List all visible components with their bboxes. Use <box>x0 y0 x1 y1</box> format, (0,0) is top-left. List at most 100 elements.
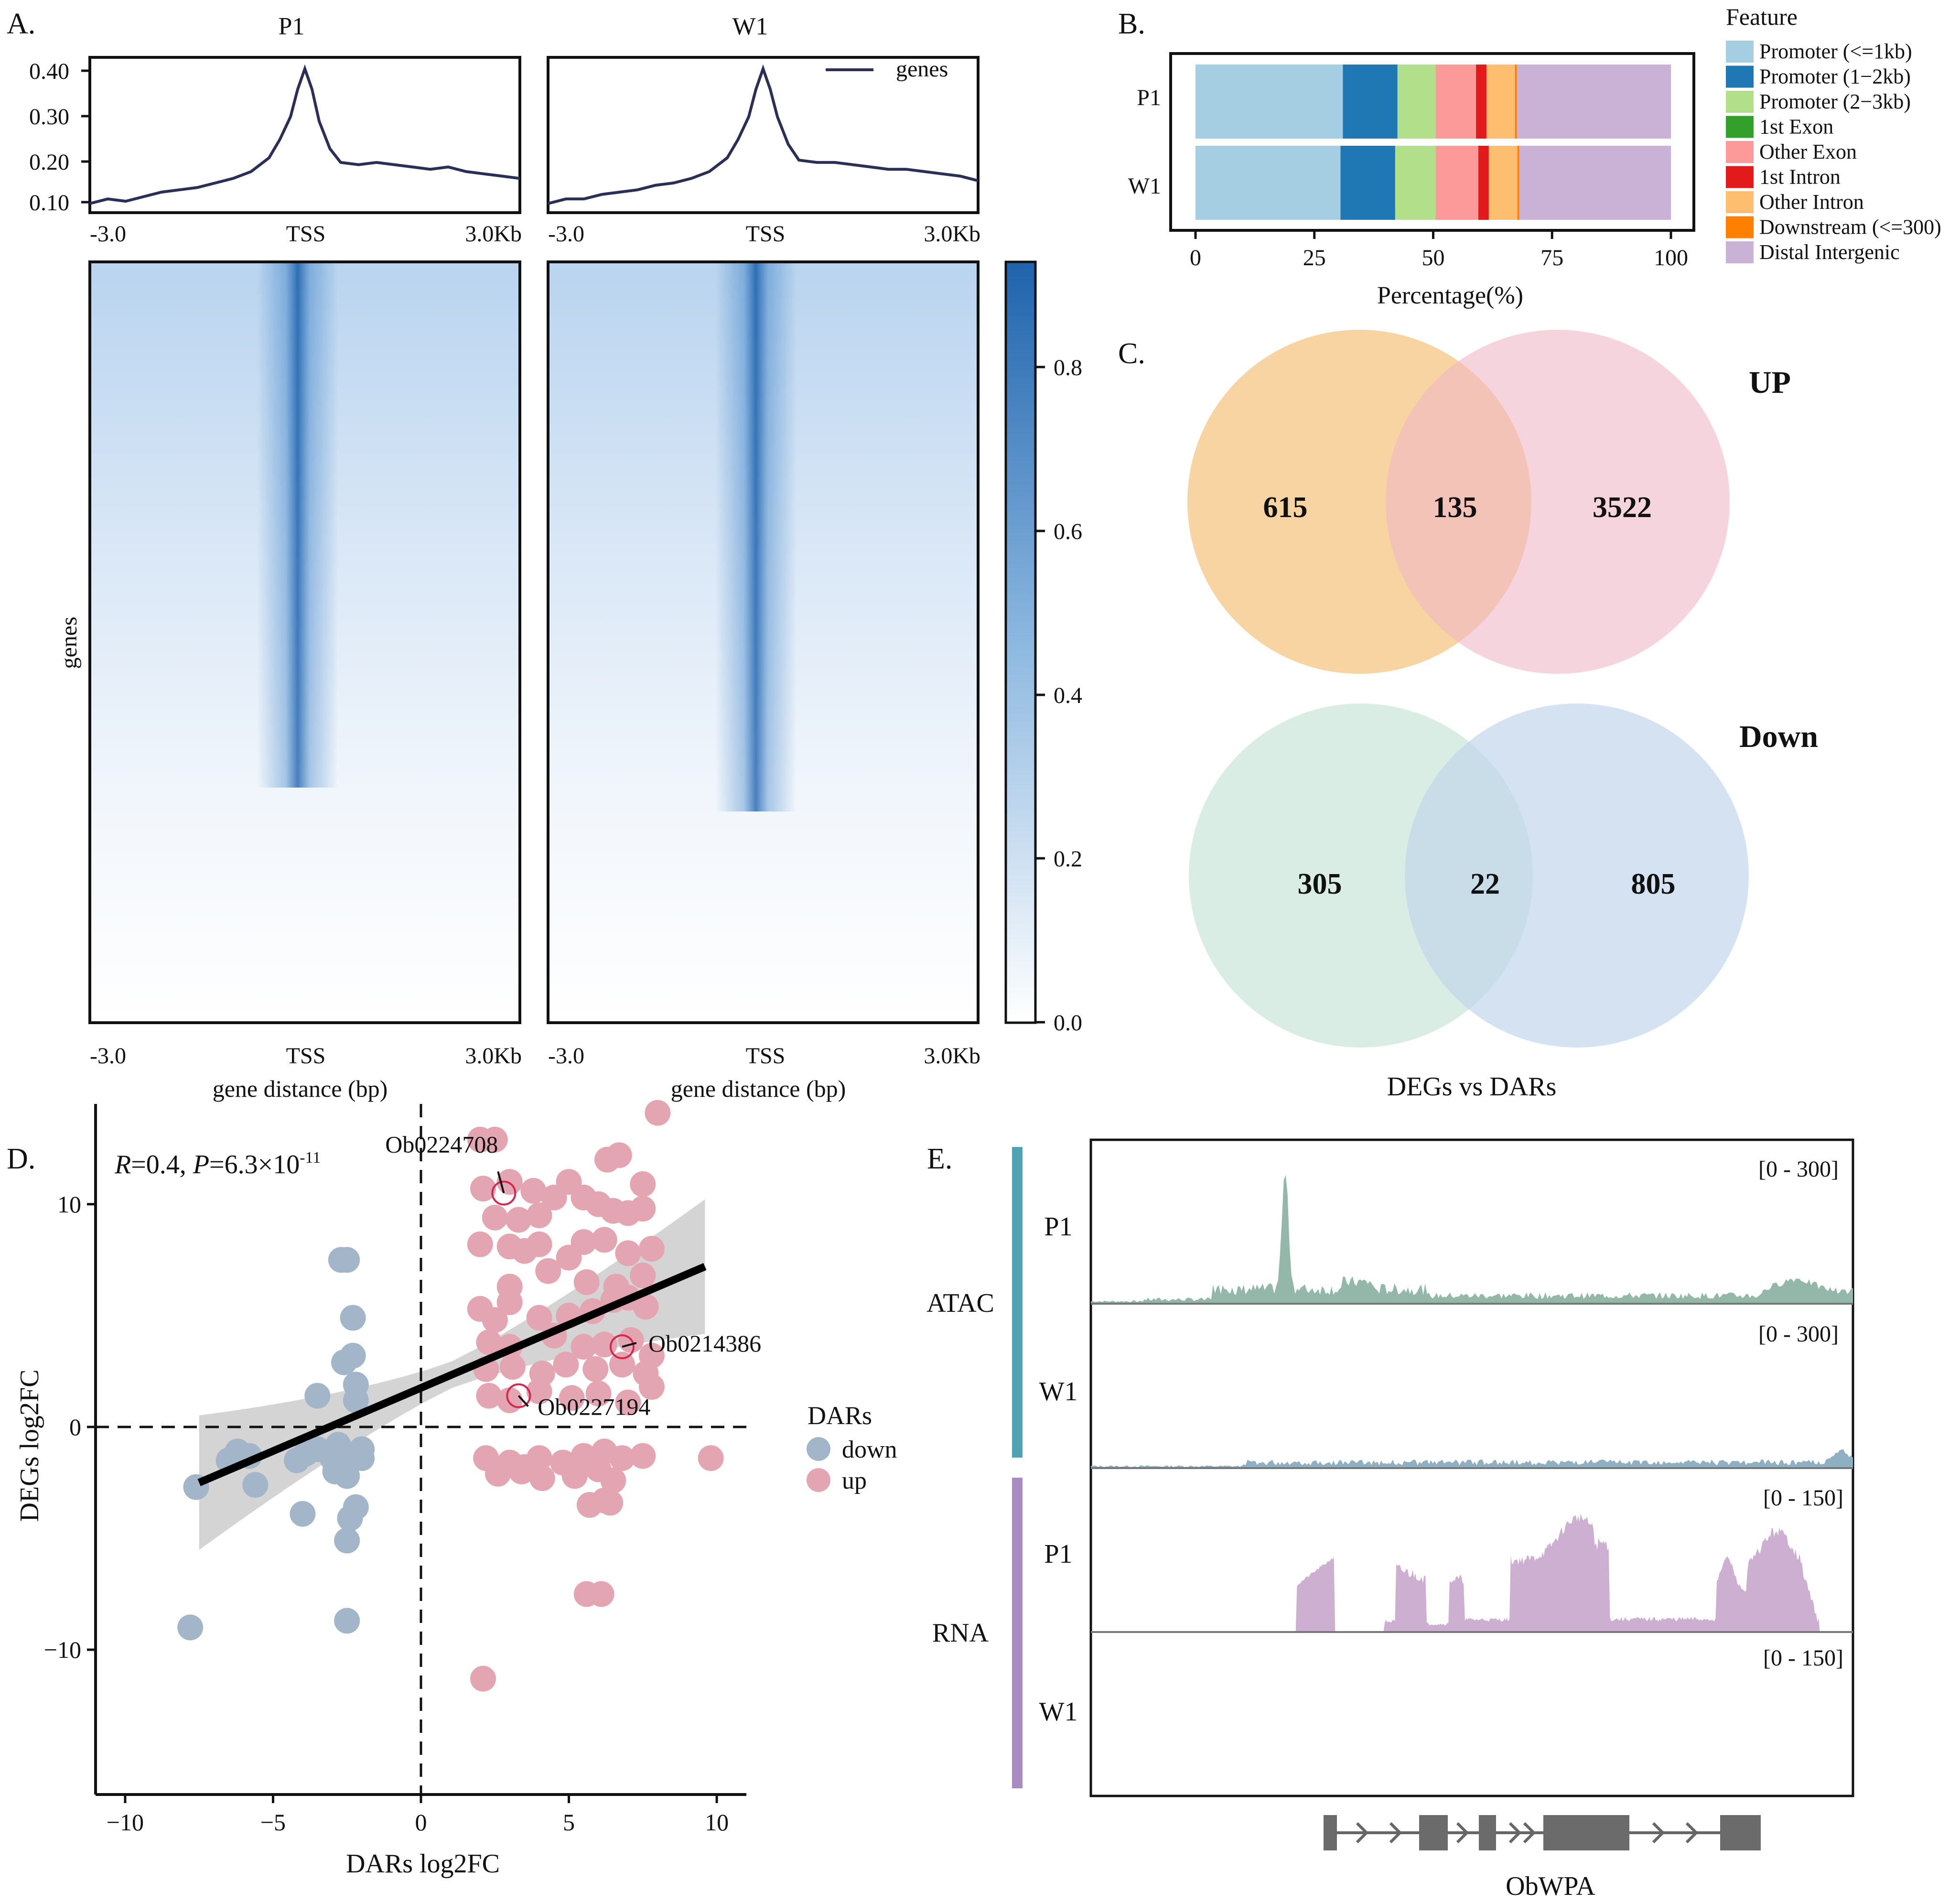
gene-exon <box>1543 1815 1629 1850</box>
xtick-label: TSS <box>746 1043 786 1069</box>
point-up <box>470 1665 496 1692</box>
point-up <box>529 1465 555 1492</box>
track-signal-atac-w1 <box>1091 1449 1853 1468</box>
point-up <box>571 1334 597 1360</box>
panel-label-d: D. <box>7 1143 35 1175</box>
venn-down-left-count: 305 <box>1298 868 1342 900</box>
track-range: [0 - 150] <box>1763 1645 1843 1671</box>
legend-label: Other Intron <box>1759 190 1864 214</box>
heatmap-ylabel: genes <box>56 616 82 669</box>
bar-segment <box>1435 146 1478 220</box>
point-down <box>304 1383 331 1409</box>
xtick-label: 25 <box>1303 245 1326 270</box>
point-up <box>633 1294 659 1320</box>
point-up <box>467 1231 493 1257</box>
profile-frame-p1 <box>88 56 521 214</box>
ytick-label: 0.10 <box>29 190 69 216</box>
point-up <box>591 1227 617 1253</box>
zero-guides <box>96 1104 746 1795</box>
highlight-ring <box>506 1383 531 1408</box>
legend-label: 1st Intron <box>1759 165 1841 189</box>
colorbar-tick: 0.8 <box>1054 355 1082 380</box>
point-up <box>630 1443 656 1469</box>
xtick-label: 3.0Kb <box>465 1043 522 1069</box>
xtick-label: 75 <box>1540 245 1563 270</box>
track-sample-label: W1 <box>1039 1697 1078 1727</box>
heatmap-frame-w1 <box>547 260 980 1024</box>
profile-plot-p1: P1 0.40 0.30 0.20 0.10 -3.0 TSS 3.0Kb <box>29 13 522 247</box>
track-range: [0 - 300] <box>1758 1157 1839 1182</box>
bar-segment <box>1519 146 1671 220</box>
point-up <box>630 1196 656 1222</box>
point-up <box>615 1240 641 1266</box>
point-up <box>476 1329 502 1355</box>
track-sample-label: W1 <box>1039 1377 1078 1406</box>
point-down <box>337 1505 363 1531</box>
gene-exon <box>1324 1815 1337 1850</box>
venn-down-overlap-count: 22 <box>1470 868 1500 900</box>
gene-exon <box>1479 1815 1496 1850</box>
xtick-label: 10 <box>705 1809 729 1836</box>
gene-name: ObWPA <box>1506 1871 1595 1901</box>
point-up <box>571 1229 597 1255</box>
xtick-label: −10 <box>107 1809 144 1836</box>
gene-exon <box>1419 1815 1448 1850</box>
point-label: Ob0224708 <box>385 1131 498 1157</box>
point-up <box>553 1352 579 1378</box>
legend-swatch <box>1726 216 1754 238</box>
heatmap-tss-band-p1 <box>257 262 338 788</box>
point-up <box>645 1100 671 1126</box>
stat-p-exponent: -11 <box>300 1149 321 1167</box>
venn-down: Down 305 22 805 <box>1189 703 1818 1048</box>
point-up <box>482 1307 508 1333</box>
xtick-label: 3.0Kb <box>924 221 980 247</box>
heatmap-tss-band-w1 <box>715 262 797 811</box>
bar-category-label: W1 <box>1128 173 1161 199</box>
venn-down-right-circle <box>1405 703 1749 1048</box>
colorbar: 0.8 0.6 0.4 0.2 0.0 <box>1004 260 1082 1036</box>
bar-segment <box>1397 65 1436 139</box>
point-up <box>526 1445 552 1471</box>
bar-segment <box>1478 146 1489 220</box>
xtick-label: −5 <box>260 1809 286 1836</box>
point-up <box>615 1389 641 1416</box>
profile-line-w1 <box>548 64 979 205</box>
colorbar-tick: 0.6 <box>1054 519 1082 544</box>
point-up <box>535 1258 561 1284</box>
point-up <box>609 1352 635 1378</box>
regression-line <box>197 1263 707 1486</box>
bar-segment <box>1343 65 1398 139</box>
label-leader <box>622 1342 637 1348</box>
rna-group-bar <box>1012 1478 1023 1788</box>
point-up <box>606 1142 632 1168</box>
legend-marker-up <box>807 1468 830 1492</box>
point-down <box>334 1527 360 1554</box>
point-up <box>506 1207 532 1233</box>
bar-segment <box>1395 146 1436 220</box>
scatter-ylabel: DEGs log2FC <box>15 1370 44 1522</box>
track-signal-rna-p1 <box>1091 1514 1853 1632</box>
labeled-points: Ob0224708 Ob0214386 Ob0227194 <box>385 1131 761 1420</box>
legend-swatch <box>1726 116 1754 138</box>
xtick-label: TSS <box>286 221 326 247</box>
ytick-label: −10 <box>44 1636 81 1663</box>
panel-e: E. ATAC RNA P1 W1 P1 W1 [0 - 300] [0 - 3… <box>926 1138 1854 1901</box>
legend-label: Promoter (1−2kb) <box>1759 65 1911 88</box>
track-atac-w1: [0 - 300] <box>1091 1321 1853 1469</box>
point-label: Ob0214386 <box>648 1330 761 1357</box>
stacked-bars <box>1195 65 1671 220</box>
highlight-ring <box>491 1180 517 1206</box>
ytick-label: 0.30 <box>29 104 69 130</box>
point-up <box>482 1126 508 1153</box>
scatter-stat-annotation: R=0.4, P=6.3×10-11 <box>114 1149 321 1179</box>
point-up <box>698 1445 724 1471</box>
point-down <box>343 1387 369 1413</box>
legend-swatch <box>1726 91 1754 113</box>
bar-segment <box>1488 146 1518 220</box>
point-up <box>508 1459 535 1485</box>
point-down <box>340 1342 366 1369</box>
xaxis-title-w1: gene distance (bp) <box>671 1075 846 1102</box>
profile-frame-w1 <box>547 56 980 214</box>
xtick-label: -3.0 <box>548 221 584 247</box>
